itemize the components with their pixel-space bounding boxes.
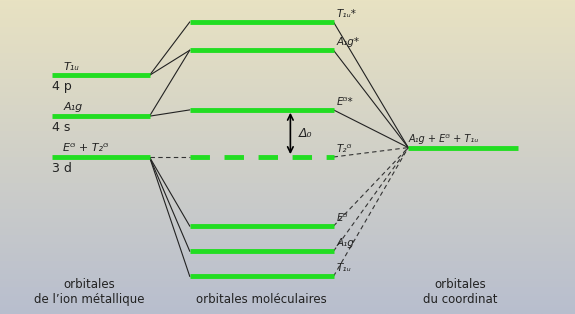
Text: A₁g: A₁g (337, 238, 355, 248)
Text: T₁ᵤ: T₁ᵤ (63, 62, 79, 72)
Text: Δ₀: Δ₀ (298, 127, 312, 140)
Text: T₁ᵤ: T₁ᵤ (337, 263, 352, 273)
Text: orbitales
du coordinat: orbitales du coordinat (423, 278, 497, 306)
Text: orbitales moléculaires: orbitales moléculaires (196, 293, 327, 306)
Text: T₁ᵤ*: T₁ᵤ* (337, 9, 357, 19)
Text: Eᴳ + T₂ᴳ: Eᴳ + T₂ᴳ (63, 143, 109, 153)
Text: Eᴳ: Eᴳ (337, 213, 348, 223)
Text: A₁g + Eᴳ + T₁ᵤ: A₁g + Eᴳ + T₁ᵤ (408, 134, 478, 144)
Text: A₁g: A₁g (63, 102, 82, 112)
Text: A₁g*: A₁g* (337, 37, 360, 47)
Text: orbitales
de l’ion métallique: orbitales de l’ion métallique (34, 278, 144, 306)
Text: T₂ᴳ: T₂ᴳ (337, 144, 352, 154)
Text: Eᴳ*: Eᴳ* (337, 97, 354, 107)
Text: 4 s: 4 s (52, 121, 70, 134)
Text: 3 d: 3 d (52, 162, 72, 175)
Text: 4 p: 4 p (52, 80, 71, 93)
